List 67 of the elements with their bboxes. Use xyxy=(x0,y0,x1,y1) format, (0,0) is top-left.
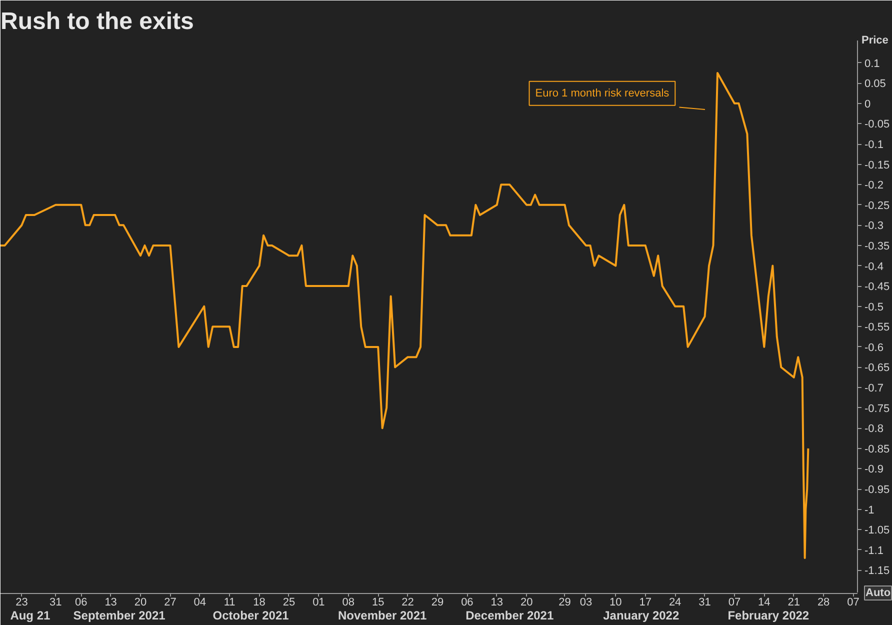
x2-tick-label: December 2021 xyxy=(466,608,554,622)
y-tick-label: -1.1 xyxy=(864,544,884,557)
x-tick-label: 22 xyxy=(402,596,414,608)
x-tick-label: 20 xyxy=(134,596,147,608)
x-tick-label: 03 xyxy=(580,596,592,608)
y-tick-label: 0.05 xyxy=(864,78,886,90)
y-tick-label: -0.05 xyxy=(864,118,890,131)
x-tick-label: 13 xyxy=(104,596,117,608)
x2-tick-label: October 2021 xyxy=(212,608,290,622)
x-tick-label: 20 xyxy=(520,596,533,608)
x-tick-label: 29 xyxy=(558,596,571,608)
x-tick-label: 06 xyxy=(74,596,88,608)
x2-tick-label: Aug 21 xyxy=(10,608,51,622)
text: Auto xyxy=(866,587,891,599)
y-tick-label: -0.15 xyxy=(864,159,890,172)
y-tick-label: -0.6 xyxy=(864,342,884,354)
x-tick-label: 06 xyxy=(461,596,474,608)
y-tick-label: -0.75 xyxy=(864,402,890,415)
y-tick-label: 0 xyxy=(864,98,871,110)
y-tick-label: -0.9 xyxy=(864,464,884,476)
y-tick-label: -0.85 xyxy=(864,443,890,456)
x-tick-label: 27 xyxy=(164,596,176,608)
y-tick-label: -0.5 xyxy=(864,301,884,314)
x-tick-label: 10 xyxy=(610,596,622,608)
y-tick-label: 0.1 xyxy=(864,58,880,70)
y-tick-label: -0.55 xyxy=(864,322,890,334)
x-tick-label: 11 xyxy=(224,596,236,608)
y-tick-label: -0.3 xyxy=(864,220,884,232)
x2-tick-label: February 2022 xyxy=(728,608,810,622)
x-tick-label: 08 xyxy=(342,596,355,608)
x-tick-label: 31 xyxy=(698,596,711,608)
chart-title: Rush to the exits xyxy=(0,8,194,35)
y-tick-label: -0.35 xyxy=(864,240,890,252)
x-tick-label: 24 xyxy=(668,596,682,608)
x-tick-label: 01 xyxy=(312,596,325,608)
y-tick-label: -0.65 xyxy=(864,362,890,374)
text: Euro 1 month risk reversals xyxy=(535,87,670,100)
y-tick-label: -0.7 xyxy=(864,382,884,395)
y-tick-label: -0.2 xyxy=(864,180,884,192)
y-axis-title: Price xyxy=(862,34,888,46)
x-tick-label: 31 xyxy=(50,596,62,608)
y-tick-label: -0.95 xyxy=(864,484,890,496)
y-tick-label: -0.45 xyxy=(864,281,890,294)
x-tick-label: 13 xyxy=(490,596,504,608)
y-tick-label: -1 xyxy=(864,504,874,516)
x-tick-label: 18 xyxy=(253,596,266,608)
y-tick-label: -0.1 xyxy=(864,139,884,151)
y-tick-label: -0.4 xyxy=(864,260,884,273)
x-tick-label: 07 xyxy=(728,596,741,608)
x2-tick-label: September 2021 xyxy=(73,608,166,622)
x-tick-label: 04 xyxy=(194,596,206,608)
y-tick-label: -0.8 xyxy=(864,423,884,436)
x-tick-label: 23 xyxy=(16,596,28,608)
x2-tick-label: January 2022 xyxy=(603,608,680,622)
x-tick-label: 14 xyxy=(758,596,770,608)
line-series xyxy=(0,72,810,559)
x-tick-label: 15 xyxy=(372,596,384,608)
y-tick-label: -1.05 xyxy=(864,524,890,537)
y-tick-label: -0.25 xyxy=(864,200,890,212)
x-tick-label: 29 xyxy=(431,596,444,608)
x-tick-label: 07 xyxy=(847,596,860,608)
x2-tick-label: November 2021 xyxy=(338,608,428,622)
x-tick-label: 21 xyxy=(788,596,800,608)
y-tick-label: -1.15 xyxy=(864,565,890,578)
x-tick-label: 17 xyxy=(639,596,652,608)
x-tick-label: 28 xyxy=(817,596,830,608)
x-tick-label: 25 xyxy=(282,596,296,608)
